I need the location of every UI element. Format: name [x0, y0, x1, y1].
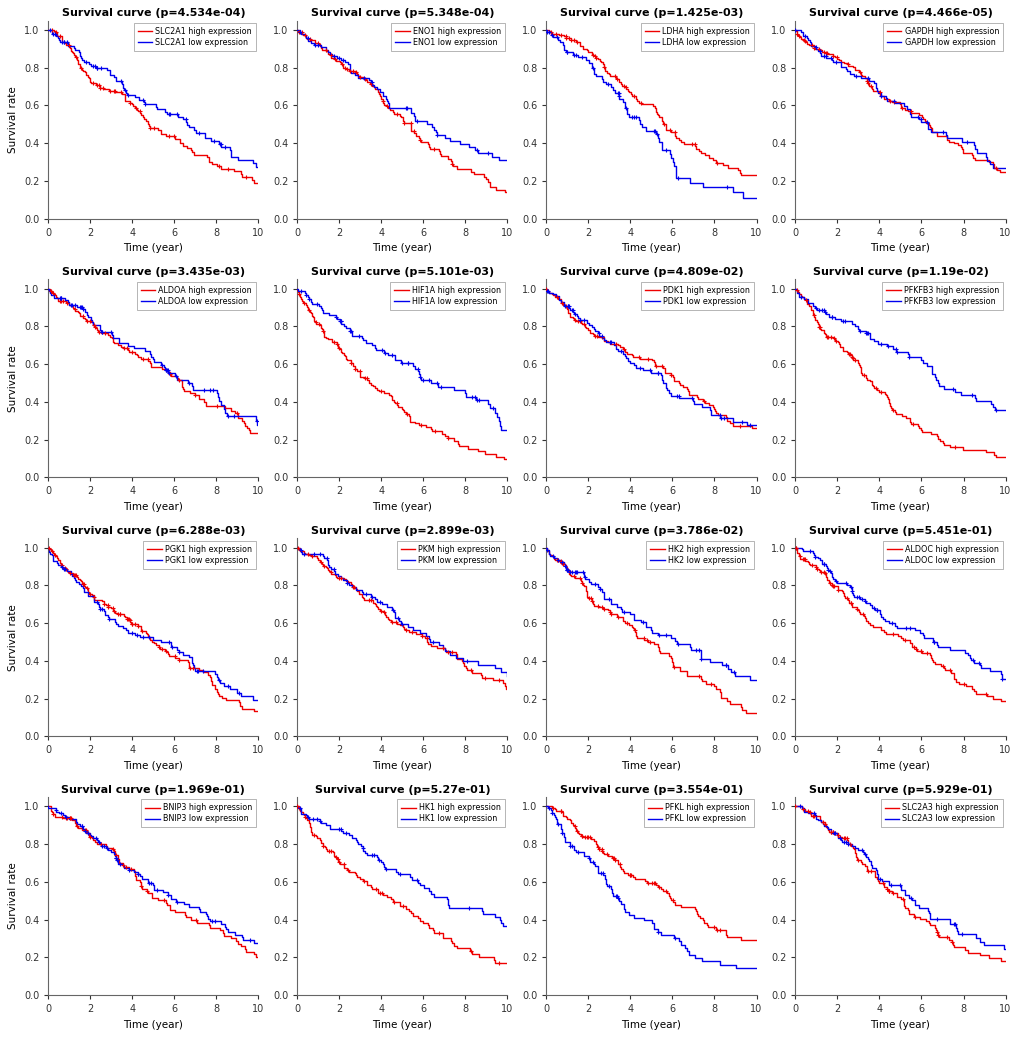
Legend: ENO1 high expression, ENO1 low expression: ENO1 high expression, ENO1 low expressio… [390, 23, 504, 51]
X-axis label: Time (year): Time (year) [621, 1019, 681, 1030]
Legend: LDHA high expression, LDHA low expression: LDHA high expression, LDHA low expressio… [640, 23, 753, 51]
X-axis label: Time (year): Time (year) [621, 243, 681, 253]
Legend: SLC2A1 high expression, SLC2A1 low expression: SLC2A1 high expression, SLC2A1 low expre… [133, 23, 256, 51]
Legend: PFKL high expression, PFKL low expression: PFKL high expression, PFKL low expressio… [643, 799, 753, 827]
Legend: PGK1 high expression, PGK1 low expression: PGK1 high expression, PGK1 low expressio… [143, 541, 256, 569]
X-axis label: Time (year): Time (year) [372, 502, 432, 512]
Y-axis label: Survival rate: Survival rate [8, 345, 18, 412]
Y-axis label: Survival rate: Survival rate [8, 604, 18, 671]
Legend: SLC2A3 high expression, SLC2A3 low expression: SLC2A3 high expression, SLC2A3 low expre… [879, 799, 1002, 827]
Legend: BNIP3 high expression, BNIP3 low expression: BNIP3 high expression, BNIP3 low express… [141, 799, 256, 827]
Legend: PDK1 high expression, PDK1 low expression: PDK1 high expression, PDK1 low expressio… [641, 281, 753, 309]
Legend: ALDOC high expression, ALDOC low expression: ALDOC high expression, ALDOC low express… [882, 541, 1002, 569]
Title: Survival curve (p=3.554e-01): Survival curve (p=3.554e-01) [559, 785, 742, 795]
X-axis label: Time (year): Time (year) [123, 1019, 183, 1030]
X-axis label: Time (year): Time (year) [621, 502, 681, 512]
Title: Survival curve (p=2.899e-03): Survival curve (p=2.899e-03) [311, 526, 494, 536]
X-axis label: Time (year): Time (year) [869, 502, 929, 512]
X-axis label: Time (year): Time (year) [869, 761, 929, 771]
Title: Survival curve (p=3.435e-03): Survival curve (p=3.435e-03) [62, 267, 245, 277]
Title: Survival curve (p=4.809e-02): Survival curve (p=4.809e-02) [559, 267, 743, 277]
X-axis label: Time (year): Time (year) [372, 243, 432, 253]
Title: Survival curve (p=1.19e-02): Survival curve (p=1.19e-02) [812, 267, 987, 277]
Title: Survival curve (p=4.466e-05): Survival curve (p=4.466e-05) [808, 8, 991, 19]
X-axis label: Time (year): Time (year) [621, 761, 681, 771]
X-axis label: Time (year): Time (year) [372, 761, 432, 771]
Y-axis label: Survival rate: Survival rate [8, 863, 18, 929]
Title: Survival curve (p=5.348e-04): Survival curve (p=5.348e-04) [311, 8, 493, 19]
Legend: HK1 high expression, HK1 low expression: HK1 high expression, HK1 low expression [397, 799, 504, 827]
Title: Survival curve (p=5.451e-01): Survival curve (p=5.451e-01) [808, 526, 991, 536]
X-axis label: Time (year): Time (year) [869, 1019, 929, 1030]
Y-axis label: Survival rate: Survival rate [8, 86, 18, 153]
Legend: HK2 high expression, HK2 low expression: HK2 high expression, HK2 low expression [646, 541, 753, 569]
Title: Survival curve (p=6.288e-03): Survival curve (p=6.288e-03) [61, 526, 245, 536]
Title: Survival curve (p=5.929e-01): Survival curve (p=5.929e-01) [808, 785, 991, 795]
Legend: PKM high expression, PKM low expression: PKM high expression, PKM low expression [396, 541, 504, 569]
X-axis label: Time (year): Time (year) [123, 761, 183, 771]
Title: Survival curve (p=5.101e-03): Survival curve (p=5.101e-03) [311, 267, 493, 277]
X-axis label: Time (year): Time (year) [123, 243, 183, 253]
Title: Survival curve (p=4.534e-04): Survival curve (p=4.534e-04) [61, 8, 245, 19]
Title: Survival curve (p=1.425e-03): Survival curve (p=1.425e-03) [559, 8, 743, 19]
X-axis label: Time (year): Time (year) [869, 243, 929, 253]
Legend: PFKFB3 high expression, PFKFB3 low expression: PFKFB3 high expression, PFKFB3 low expre… [881, 281, 1002, 309]
X-axis label: Time (year): Time (year) [372, 1019, 432, 1030]
Title: Survival curve (p=3.786e-02): Survival curve (p=3.786e-02) [559, 526, 743, 536]
Title: Survival curve (p=1.969e-01): Survival curve (p=1.969e-01) [61, 785, 246, 795]
Legend: ALDOA high expression, ALDOA low expression: ALDOA high expression, ALDOA low express… [137, 281, 256, 309]
Legend: GAPDH high expression, GAPDH low expression: GAPDH high expression, GAPDH low express… [882, 23, 1002, 51]
X-axis label: Time (year): Time (year) [123, 502, 183, 512]
Title: Survival curve (p=5.27e-01): Survival curve (p=5.27e-01) [314, 785, 490, 795]
Legend: HIF1A high expression, HIF1A low expression: HIF1A high expression, HIF1A low express… [390, 281, 504, 309]
